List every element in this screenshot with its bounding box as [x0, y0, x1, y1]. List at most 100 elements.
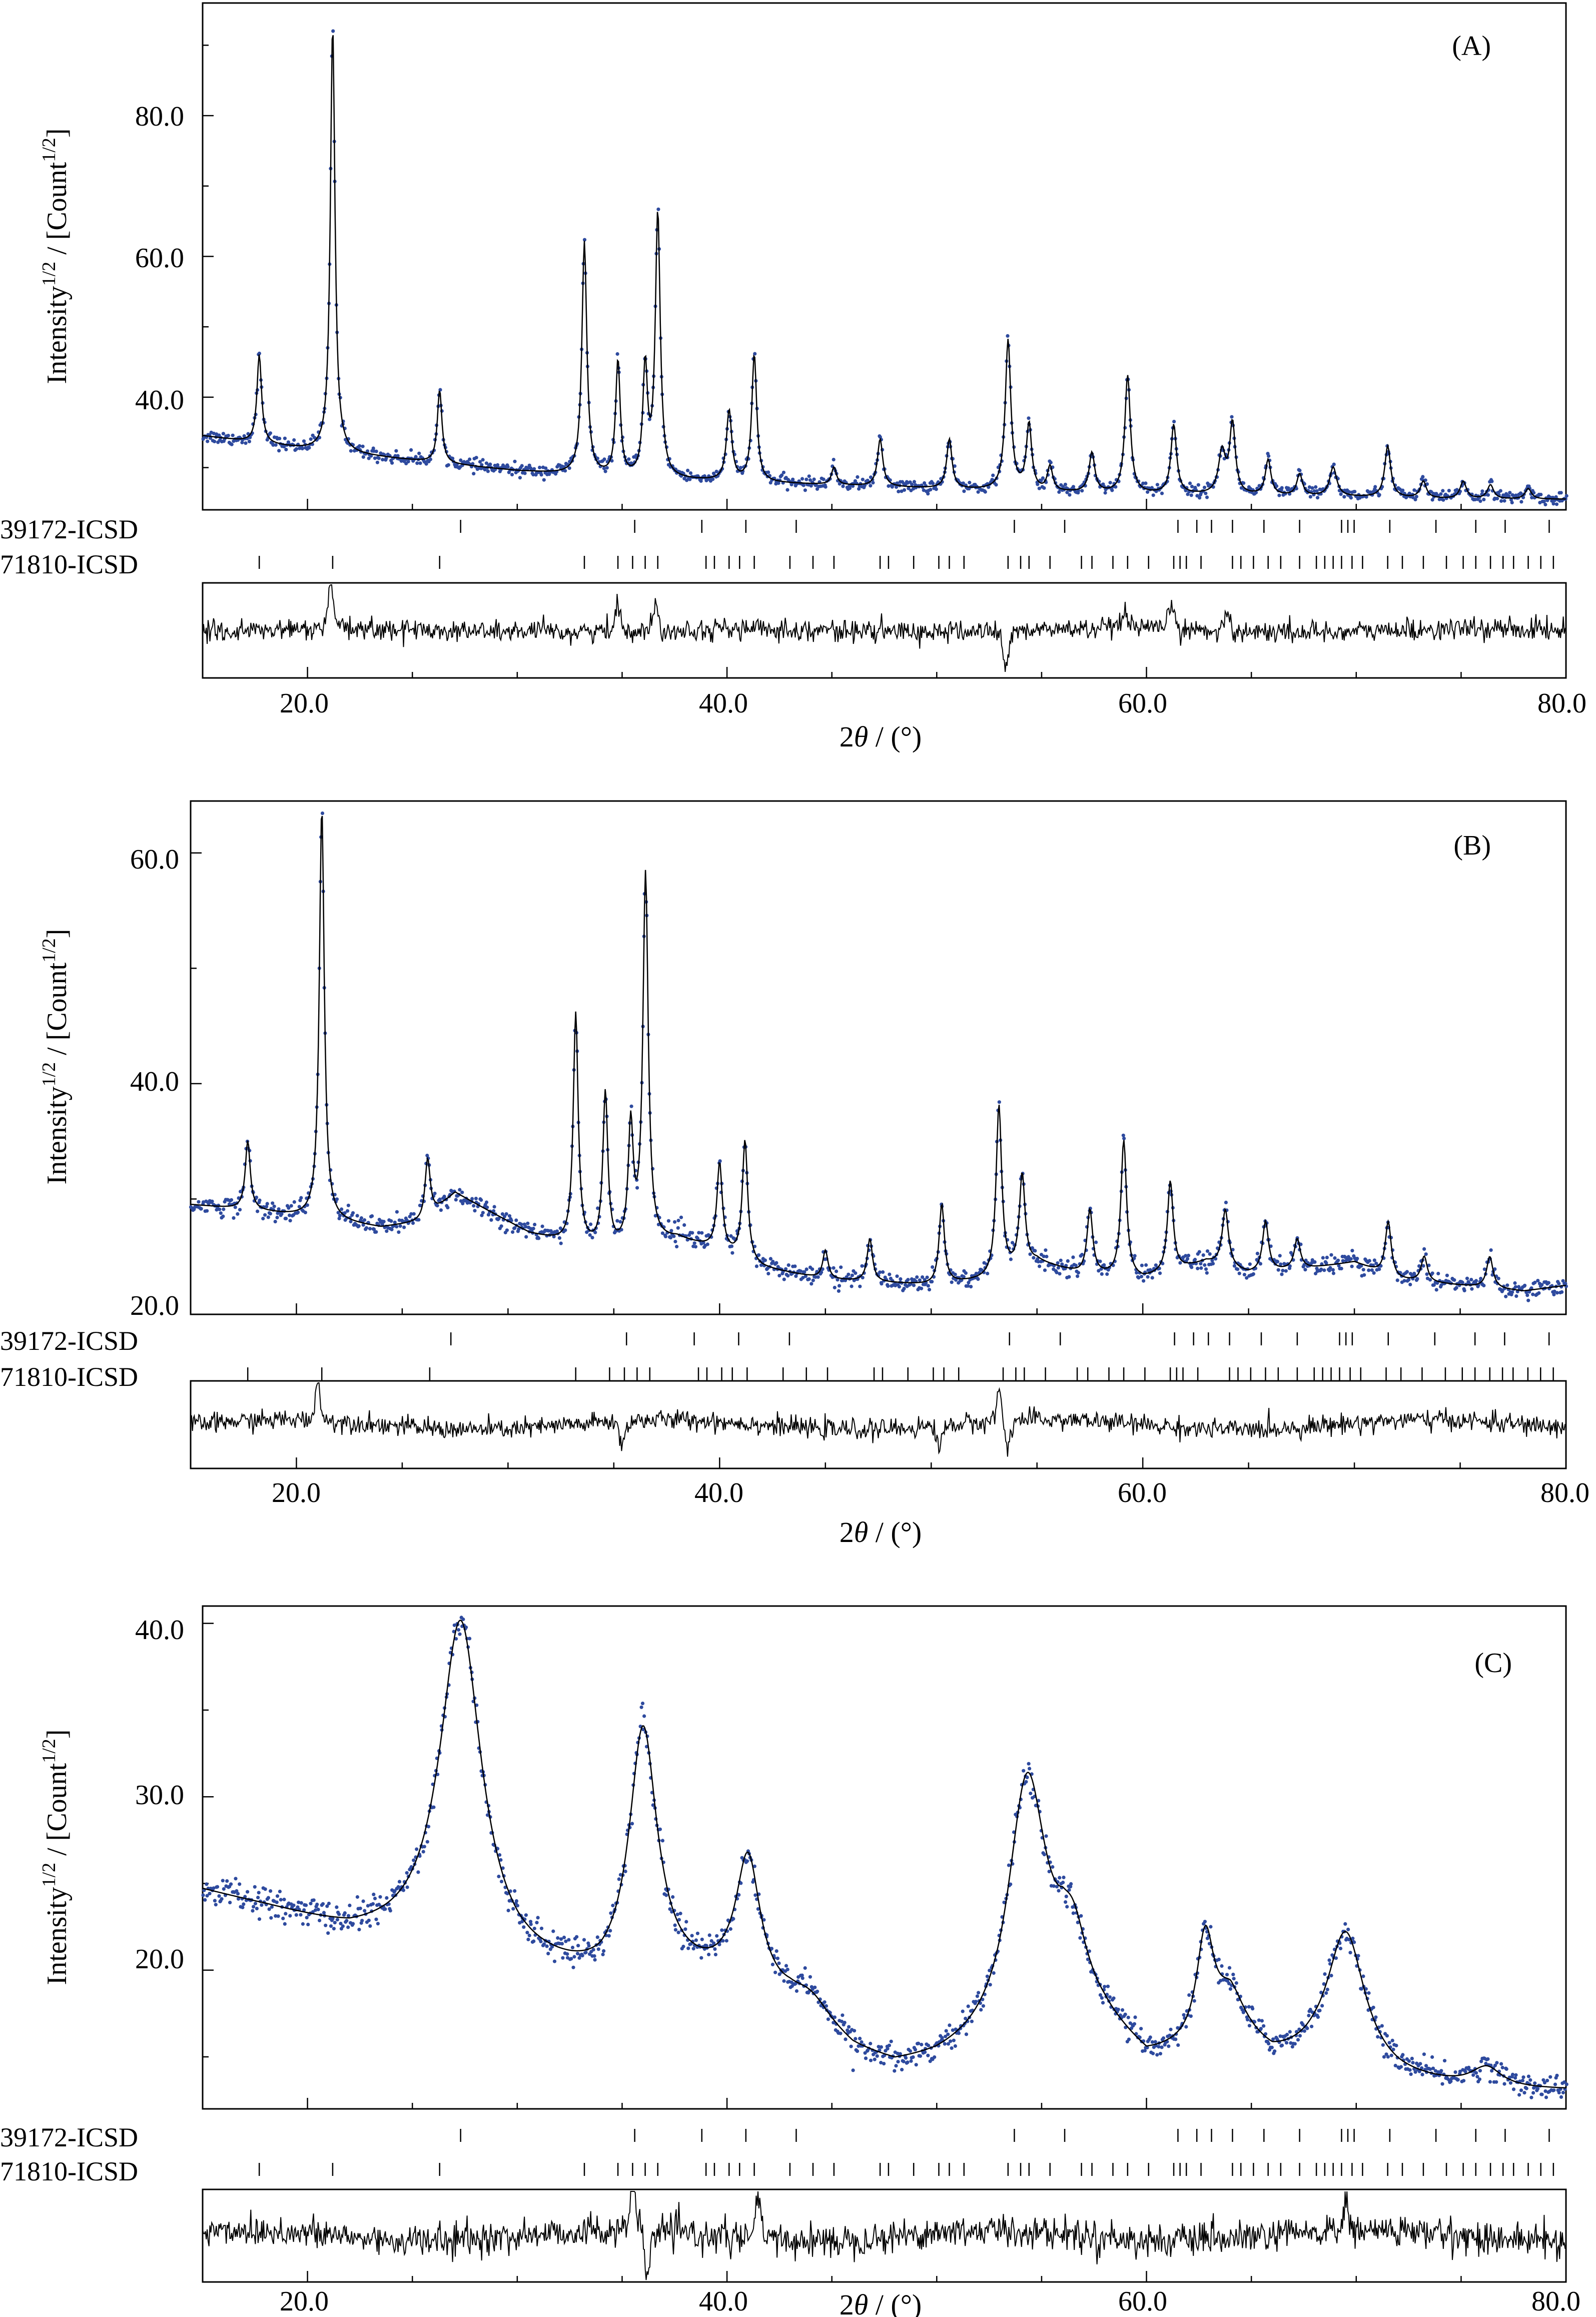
observed-point — [832, 2021, 836, 2025]
observed-point — [1190, 484, 1194, 489]
observed-point — [739, 1881, 743, 1885]
observed-point — [1302, 1263, 1306, 1267]
observed-point — [235, 1889, 239, 1893]
observed-point — [808, 478, 813, 482]
observed-point — [359, 1216, 364, 1220]
observed-point — [1420, 2072, 1424, 2076]
observed-point — [729, 1234, 733, 1238]
observed-point — [246, 1890, 250, 1894]
observed-point — [688, 471, 693, 475]
observed-point — [856, 475, 860, 479]
observed-point — [1417, 2069, 1421, 2073]
observed-point — [1336, 1258, 1340, 1262]
observed-point — [920, 1286, 924, 1290]
observed-point — [851, 2068, 855, 2072]
observed-point — [1277, 493, 1281, 497]
observed-point — [303, 1210, 308, 1214]
observed-point — [913, 2048, 918, 2052]
observed-point — [1370, 1268, 1374, 1272]
observed-point — [1030, 1246, 1034, 1250]
observed-point — [1532, 491, 1536, 495]
observed-point — [255, 1907, 259, 1911]
observed-point — [313, 1908, 318, 1912]
panel-b-reflection-ticks-39172 — [450, 1332, 1550, 1345]
observed-point — [1140, 1263, 1144, 1267]
observed-point — [1190, 1265, 1194, 1269]
observed-point — [1331, 1268, 1335, 1272]
observed-point — [841, 2013, 845, 2017]
observed-point — [974, 2000, 978, 2004]
observed-point — [299, 1913, 303, 1917]
observed-point — [1227, 1981, 1231, 1985]
observed-point — [397, 1230, 401, 1234]
observed-point — [1234, 1981, 1238, 1985]
observed-point — [346, 1209, 350, 1213]
observed-point — [1495, 496, 1499, 501]
panel-c-axis-ticks — [202, 1623, 1567, 2109]
observed-point — [1145, 2045, 1149, 2050]
observed-point — [1417, 1264, 1421, 1268]
observed-point — [1521, 2075, 1525, 2079]
observed-point — [666, 1219, 670, 1223]
observed-point — [1189, 493, 1193, 497]
observed-point — [964, 2016, 968, 2020]
observed-point — [1425, 482, 1429, 486]
observed-point — [1271, 2037, 1275, 2041]
observed-point — [1103, 491, 1107, 495]
observed-point — [446, 463, 450, 467]
observed-point — [623, 1869, 627, 1873]
observed-point — [839, 1265, 843, 1269]
observed-point — [824, 485, 828, 489]
observed-point — [809, 484, 813, 488]
observed-point — [676, 1218, 680, 1223]
observed-point — [1533, 2081, 1537, 2085]
observed-point — [799, 1269, 803, 1273]
observed-point — [894, 485, 899, 489]
observed-point — [1477, 2077, 1481, 2081]
observed-point — [1314, 485, 1318, 489]
observed-point — [1139, 2027, 1143, 2031]
observed-point — [571, 1965, 575, 1969]
observed-point — [910, 482, 914, 486]
observed-point — [1372, 1271, 1376, 1275]
observed-point — [677, 1918, 681, 1922]
observed-point — [1349, 496, 1353, 500]
observed-point — [1408, 2068, 1412, 2072]
observed-point — [895, 1274, 899, 1278]
observed-point — [497, 1216, 501, 1220]
observed-point — [542, 1942, 546, 1946]
observed-point — [1349, 1257, 1353, 1261]
observed-point — [550, 1945, 554, 1949]
observed-point — [1526, 2074, 1530, 2078]
observed-point — [433, 1191, 437, 1195]
observed-point — [1482, 1267, 1486, 1271]
observed-point — [236, 1897, 241, 1901]
observed-point — [805, 1267, 809, 1271]
panel-a-x-axis-label: 2θ / (°) — [840, 720, 922, 753]
observed-point — [377, 456, 381, 460]
observed-point — [1418, 2062, 1422, 2066]
panel-c-xtick-40: 40.0 — [699, 2286, 748, 2317]
observed-point — [360, 1919, 364, 1923]
observed-point — [1224, 1200, 1228, 1204]
observed-point — [458, 1188, 462, 1192]
observed-point — [1063, 482, 1067, 486]
observed-point — [275, 1215, 279, 1220]
observed-point — [596, 1206, 600, 1210]
observed-point — [896, 2060, 900, 2064]
observed-point — [695, 1236, 699, 1240]
observed-point — [268, 1212, 273, 1216]
observed-point — [1519, 500, 1523, 504]
observed-point — [205, 1894, 209, 1898]
observed-point — [1327, 1958, 1331, 1962]
observed-point — [1548, 2075, 1552, 2079]
observed-point — [460, 1190, 464, 1194]
observed-point — [786, 1274, 790, 1278]
observed-point — [1420, 2066, 1424, 2070]
observed-point — [221, 432, 225, 436]
observed-point — [847, 2025, 851, 2029]
observed-point — [226, 434, 230, 438]
observed-point — [232, 1216, 236, 1220]
observed-point — [1239, 486, 1243, 490]
observed-point — [351, 1922, 355, 1926]
